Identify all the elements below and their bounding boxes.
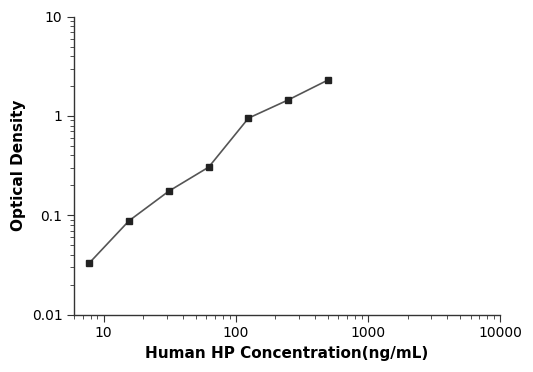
X-axis label: Human HP Concentration(ng/mL): Human HP Concentration(ng/mL)	[146, 346, 429, 361]
Y-axis label: Optical Density: Optical Density	[11, 100, 26, 231]
